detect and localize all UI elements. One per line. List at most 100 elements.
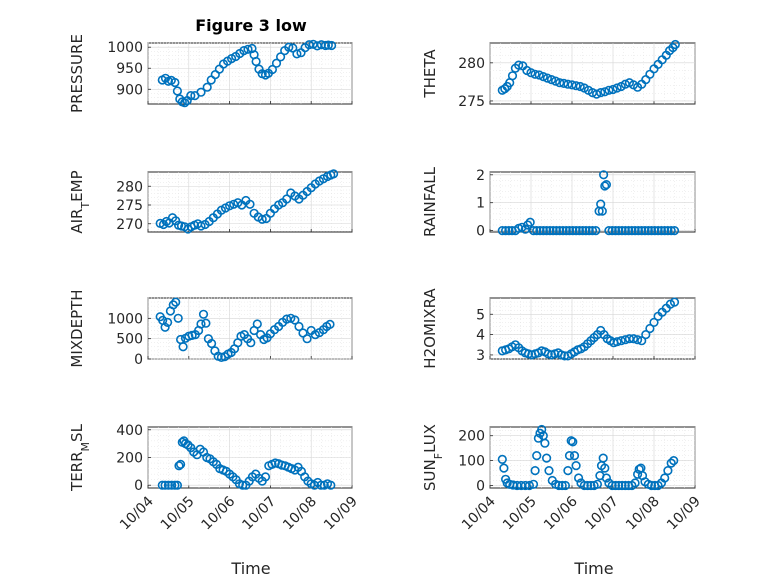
data-point (302, 334, 312, 344)
data-point (591, 226, 601, 236)
x-tick-label: 10/06 (541, 493, 581, 533)
data-point (327, 40, 337, 51)
data-point (663, 466, 673, 476)
x-tick-label: 10/07 (582, 494, 622, 534)
x-tick-label: 10/04 (117, 493, 157, 533)
data-point (670, 39, 680, 50)
data-point (607, 480, 617, 491)
data-point (532, 226, 542, 236)
data-point (260, 472, 271, 482)
data-point (571, 461, 581, 471)
data-point (666, 226, 676, 236)
y-tick-label: 280 (116, 179, 143, 195)
data-point (544, 466, 554, 476)
data-point (604, 85, 614, 95)
data-point (607, 226, 617, 236)
data-point (578, 226, 588, 236)
y-tick-label: 4 (476, 328, 485, 344)
x-tick-label: 10/08 (623, 494, 663, 534)
data-point (564, 226, 575, 236)
y-tick-label: 500 (116, 332, 143, 348)
y-tick-label: 2 (476, 168, 485, 184)
x-tick-label: 10/09 (664, 494, 704, 534)
data-point (555, 226, 565, 236)
data-point (538, 226, 548, 236)
data-point (561, 226, 571, 236)
data-point (573, 473, 584, 483)
data-point (530, 466, 540, 476)
data-point (207, 338, 217, 349)
data-point (610, 480, 621, 491)
data-point (558, 226, 568, 236)
data-point (646, 480, 657, 491)
y-axis-label: H2OMIXRA (421, 288, 439, 369)
data-point (196, 319, 206, 329)
data-point (526, 68, 536, 78)
data-point (243, 44, 253, 54)
data-point (246, 338, 256, 348)
data-point (597, 206, 607, 216)
data-point (530, 69, 540, 79)
x-tick-label: 10/06 (199, 493, 239, 533)
data-point (617, 226, 627, 236)
y-tick-label: 0 (476, 479, 485, 495)
data-point (601, 180, 612, 190)
data-point (542, 73, 553, 83)
data-point (325, 319, 335, 330)
data-point (329, 169, 339, 179)
data-point (202, 82, 212, 92)
y-axis-label: RAINFALL (421, 166, 439, 237)
data-point (183, 440, 193, 450)
data-point (186, 90, 196, 101)
y-axis-label: SUNFLUX (421, 424, 445, 491)
data-point (541, 226, 552, 236)
data-point (614, 480, 624, 491)
subplot-air-temp: 270 275 280 AIRTEMP (68, 169, 353, 234)
data-point (551, 226, 562, 236)
data-point (601, 473, 612, 483)
data-point (500, 84, 510, 94)
data-point (604, 226, 614, 236)
data-point (267, 64, 278, 75)
data-point (497, 454, 507, 465)
data-point (575, 81, 585, 92)
y-tick-label: 1000 (107, 40, 143, 56)
data-point (633, 226, 644, 236)
data-point (178, 342, 188, 352)
data-point (174, 461, 184, 471)
data-point (598, 453, 608, 463)
data-point (323, 40, 333, 50)
data-point (284, 42, 294, 52)
data-point (541, 453, 552, 463)
data-point (559, 78, 569, 88)
data-point (555, 78, 565, 88)
data-point (610, 226, 621, 236)
data-point (612, 337, 622, 347)
y-tick-label: 200 (458, 429, 485, 445)
data-point (656, 226, 667, 236)
y-tick-label: 3 (476, 348, 485, 364)
y-tick-label: 280 (458, 56, 485, 72)
data-point (497, 226, 507, 236)
y-tick-label: 0 (134, 478, 143, 494)
data-point (294, 321, 304, 332)
data-point (617, 480, 627, 491)
data-point (568, 226, 578, 236)
y-tick-label: 1000 (107, 311, 143, 327)
data-point (171, 297, 181, 307)
y-tick-label: 275 (116, 198, 143, 214)
subplot-sun-flux: 10/04 10/05 10/06 10/07 10/08 10/09 0 100 200 SUN… (421, 424, 704, 533)
data-point (257, 214, 267, 224)
data-point (525, 217, 535, 227)
data-point (584, 226, 594, 236)
data-point (201, 318, 211, 328)
data-point (528, 479, 539, 489)
subplot-theta: 275 280 THETA (421, 39, 696, 110)
data-point (514, 60, 524, 70)
data-point (623, 226, 634, 236)
subplot-terr-msl: 10/04 10/05 10/06 10/07 10/08 10/09 0 200 400 TER… (68, 423, 361, 534)
data-point (637, 226, 647, 236)
data-point (534, 70, 544, 80)
data-point (499, 463, 509, 473)
data-point (630, 478, 640, 488)
